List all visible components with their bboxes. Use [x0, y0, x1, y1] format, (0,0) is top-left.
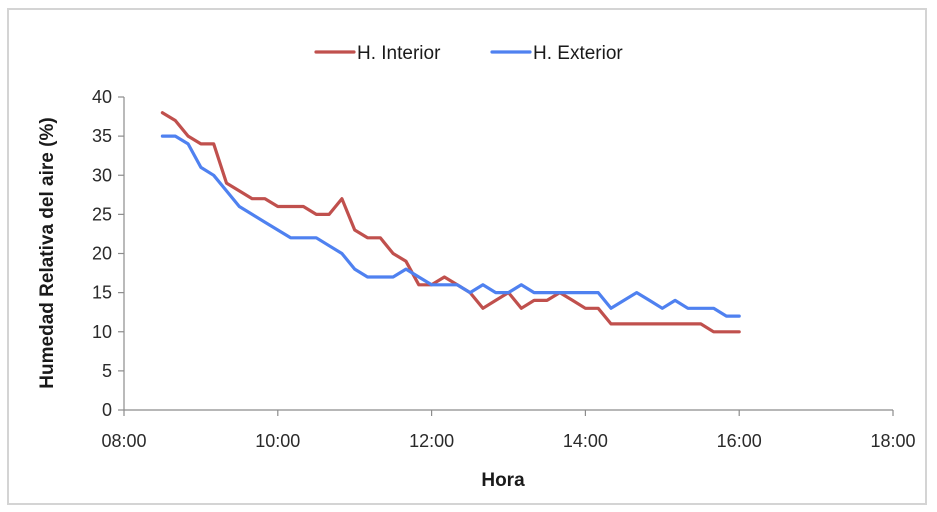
y-axis-title: Humedad Relativa del aire (%) [37, 117, 58, 388]
x-tick-label: 12:00 [409, 431, 454, 451]
x-tick-label: 16:00 [717, 431, 762, 451]
x-tick-label: 08:00 [101, 431, 146, 451]
x-tick-label: 18:00 [870, 431, 915, 451]
y-tick-label: 15 [92, 283, 112, 303]
x-tick-label: 14:00 [563, 431, 608, 451]
y-tick-label: 10 [92, 322, 112, 342]
y-tick-label: 0 [102, 400, 112, 420]
y-tick-label: 30 [92, 165, 112, 185]
x-axis-ticks: 08:00 10:00 12:00 14:00 16:00 18:00 [101, 410, 916, 451]
legend: H. Interior H. Exterior [314, 43, 623, 64]
series-line-interior [160, 111, 741, 334]
series-line-exterior [160, 134, 741, 318]
x-tick-label: 10:00 [255, 431, 300, 451]
y-tick-label: 25 [92, 204, 112, 224]
y-axis-ticks: 0 5 10 15 20 25 30 35 40 [92, 87, 124, 420]
legend-label-interior: H. Interior [357, 43, 441, 64]
y-tick-label: 20 [92, 244, 112, 264]
y-tick-label: 5 [102, 361, 112, 381]
series-layer [160, 111, 741, 334]
x-axis-title: Hora [481, 470, 525, 491]
y-tick-label: 35 [92, 126, 112, 146]
y-tick-label: 40 [92, 87, 112, 107]
legend-label-exterior: H. Exterior [533, 43, 623, 64]
chart-frame [7, 8, 927, 505]
